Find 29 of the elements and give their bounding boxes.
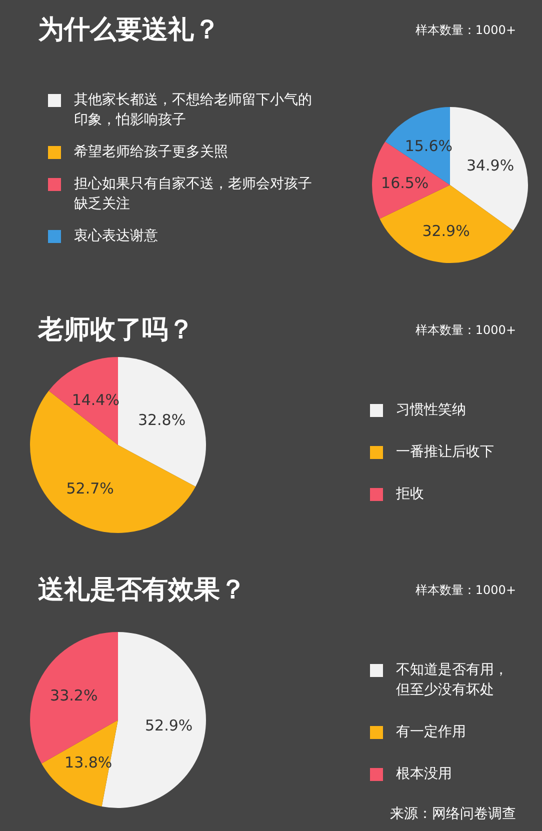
legend-label: 一番推让后收下 [396, 444, 494, 460]
legend-label: 希望老师给孩子更多关照 [74, 144, 228, 160]
legend-label: 根本没用 [396, 766, 452, 782]
chart-subtitle: 样本数量：1000+ [415, 322, 516, 339]
chart-title: 送礼是否有效果？ [38, 574, 246, 607]
legend-label: 习惯性笑纳 [396, 402, 466, 418]
pie-slice [30, 390, 196, 533]
chart-subtitle: 样本数量：1000+ [415, 22, 516, 39]
chart-title: 老师收了吗？ [38, 314, 194, 347]
legend-label: 不知道是否有用，但至少没有坏处 [396, 662, 508, 698]
pie-slice [42, 720, 118, 806]
chart-subtitle: 样本数量：1000+ [415, 582, 516, 599]
data-label: 34.9% [466, 156, 514, 174]
legend-label: 衷心表达谢意 [74, 228, 158, 244]
data-label: 52.7% [66, 480, 114, 498]
source-note: 来源：网络问卷调查 [390, 805, 516, 823]
legend-label: 担心如果只有自家不送，老师会对孩子缺乏关注 [74, 176, 312, 212]
data-label: 33.2% [50, 686, 98, 704]
legend-label: 其他家长都送，不想给老师留下小气的印象，怕影响孩子 [74, 92, 312, 128]
pie-slice [372, 142, 450, 219]
data-label: 32.9% [422, 222, 470, 240]
data-label: 16.5% [381, 174, 429, 192]
data-label: 32.8% [138, 410, 186, 429]
legend-label: 有一定作用 [396, 724, 466, 740]
pie-slice [48, 357, 118, 445]
data-label: 52.9% [144, 716, 193, 735]
chart-title: 为什么要送礼？ [38, 14, 220, 47]
legend-label: 拒收 [396, 486, 424, 502]
pie-slice [118, 357, 206, 487]
